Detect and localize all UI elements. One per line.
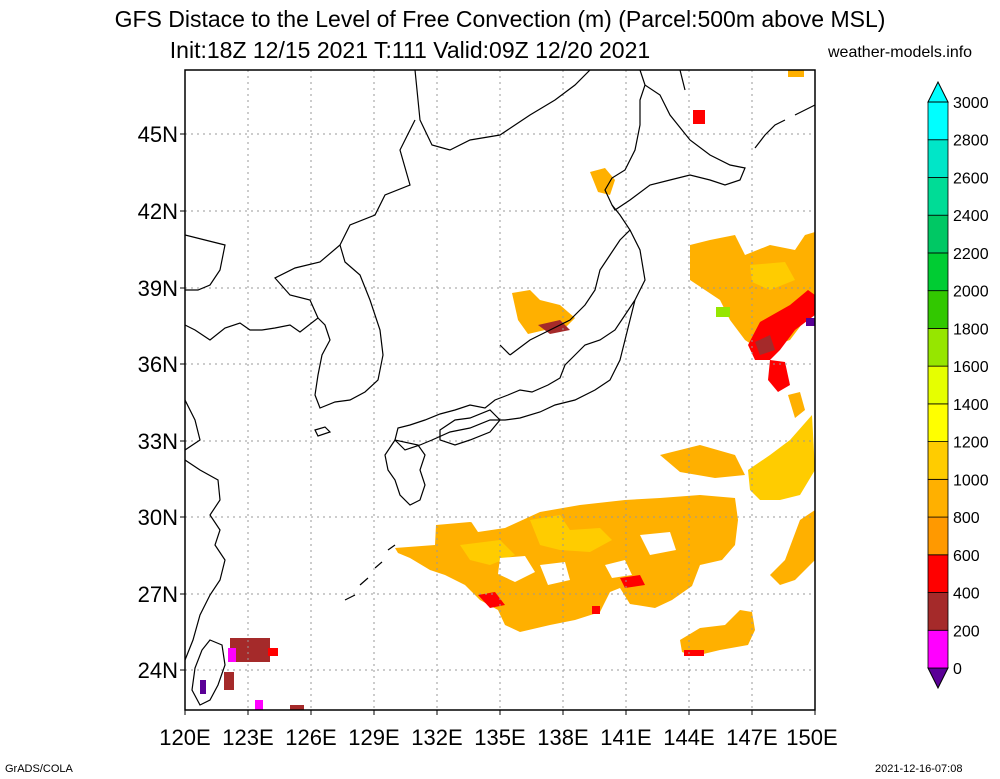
colorbar-label: 3000 [953, 95, 989, 112]
colorbar-label: 1400 [953, 397, 989, 414]
colorbar-label: 2600 [953, 170, 989, 187]
colorbar-label: 1000 [953, 472, 989, 489]
latitude-labels: 45N 42N 39N 36N 33N 30N 27N 24N [138, 122, 178, 683]
colorbar-swatch [927, 252, 949, 292]
lat-label: 42N [138, 199, 178, 224]
colorbar-label: 2400 [953, 208, 989, 225]
lfc-shading [200, 70, 815, 710]
lon-label: 126E [285, 725, 336, 750]
colorbar-swatch [927, 214, 949, 254]
colorbar-label: 0 [953, 661, 962, 678]
map-subtitle: Init:18Z 12/15 2021 T:111 Valid:09Z 12/2… [169, 37, 651, 63]
colorbar: 0 200 400 600 800 1000 1200 1400 1600 1800 2000 220… [927, 80, 989, 690]
colorbar-swatch [927, 290, 949, 329]
colorbar-label: 2200 [953, 246, 989, 263]
lon-label: 129E [348, 725, 399, 750]
lat-label: 36N [138, 352, 178, 377]
lon-label: 150E [786, 725, 837, 750]
colorbar-label: 400 [953, 586, 980, 603]
lon-label: 132E [411, 725, 462, 750]
colorbar-label: 1800 [953, 321, 989, 338]
lon-label: 141E [600, 725, 651, 750]
lat-label: 45N [138, 122, 178, 147]
colorbar-swatch [927, 554, 949, 593]
colorbar-swatch [927, 592, 949, 631]
lat-label: 33N [138, 429, 178, 454]
lat-label: 39N [138, 276, 178, 301]
footer-left: GrADS/COLA [5, 763, 73, 775]
colorbar-swatch [927, 327, 949, 367]
lat-label: 24N [138, 658, 178, 683]
lat-label: 27N [138, 582, 178, 607]
lon-label: 123E [222, 725, 273, 750]
map-title: GFS Distace to the Level of Free Convect… [114, 6, 886, 32]
lat-lon-gridlines [185, 70, 815, 710]
colorbar-swatch [927, 478, 949, 518]
colorbar-label: 1600 [953, 359, 989, 376]
colorbar-swatch [927, 441, 949, 480]
lon-label: 120E [159, 725, 210, 750]
colorbar-label: 1200 [953, 435, 989, 452]
colorbar-swatch [927, 101, 949, 141]
colorbar-min-cap [927, 667, 949, 690]
lat-label: 30N [138, 505, 178, 530]
colorbar-swatch [927, 629, 949, 669]
colorbar-label: 600 [953, 548, 980, 565]
colorbar-swatch [927, 139, 949, 178]
lon-label: 138E [537, 725, 588, 750]
coastlines [185, 70, 815, 706]
footer-right: 2021-12-16-07:08 [875, 763, 963, 775]
colorbar-label: 800 [953, 510, 980, 527]
colorbar-swatch [927, 403, 949, 443]
colorbar-swatch [927, 177, 949, 216]
colorbar-max-cap [927, 80, 949, 103]
longitude-labels: 120E 123E 126E 129E 132E 135E 138E 141E … [159, 725, 837, 750]
colorbar-swatch [927, 365, 949, 405]
lon-label: 147E [726, 725, 777, 750]
colorbar-label: 200 [953, 623, 980, 640]
lon-label: 135E [474, 725, 525, 750]
site-credit: weather-models.info [828, 44, 973, 61]
colorbar-swatch [927, 516, 949, 556]
colorbar-label: 2000 [953, 284, 989, 301]
colorbar-label: 2800 [953, 133, 989, 150]
lon-label: 144E [663, 725, 714, 750]
axis-ticks [180, 133, 816, 715]
